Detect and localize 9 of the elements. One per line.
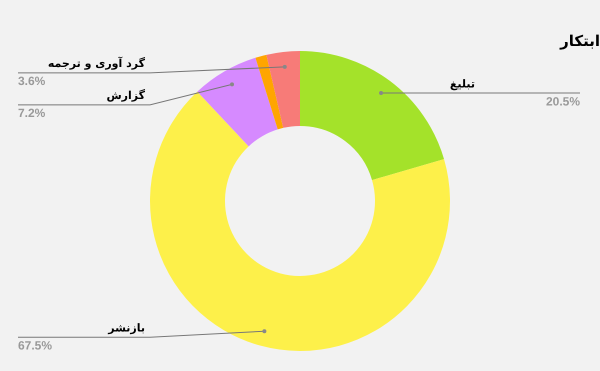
data-label: 3.6% <box>18 74 46 88</box>
chart-title: ابتکار <box>559 32 600 50</box>
slice-label: گرد آوری و ترجمه <box>48 56 146 70</box>
data-label: 20.5% <box>546 94 580 108</box>
slice-label: بازنشر <box>107 322 145 335</box>
data-label: 7.2% <box>18 106 46 120</box>
slice-label: گزارش <box>106 89 146 102</box>
data-label: 67.5% <box>18 338 52 353</box>
slice-label: تبلیغ <box>450 77 475 90</box>
